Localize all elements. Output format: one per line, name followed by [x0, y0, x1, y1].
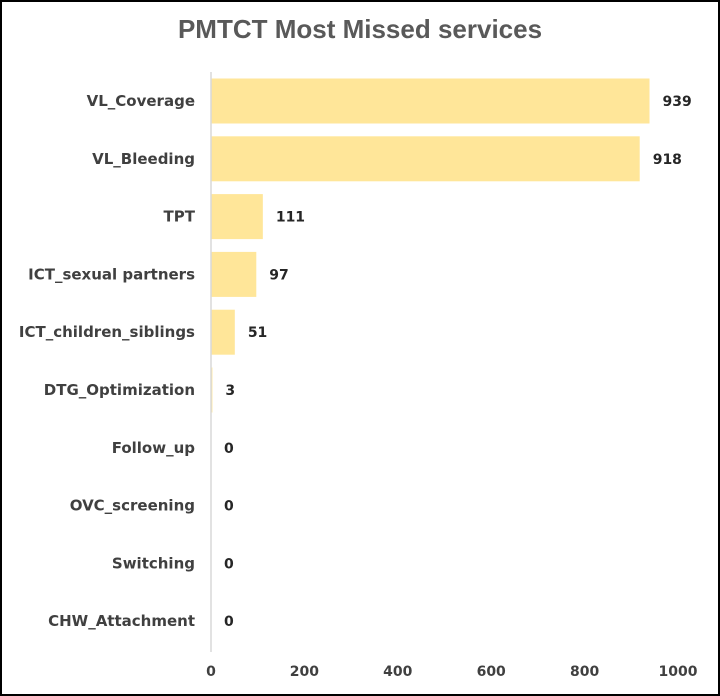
category-label: ICT_children_siblings: [19, 323, 195, 341]
bar-3: [211, 251, 257, 297]
category-label: DTG_Optimization: [44, 381, 195, 399]
category-labels: VL_Coverage VL_Bleeding TPT ICT_sexual part…: [19, 92, 196, 630]
x-tick-label: 800: [570, 664, 599, 680]
category-label: ICT_sexual partners: [28, 265, 195, 283]
chart-title: PMTCT Most Missed services: [177, 14, 543, 44]
category-label: VL_Coverage: [87, 92, 195, 110]
bars-group: [211, 78, 650, 413]
value-label: 0: [224, 556, 234, 572]
value-label: 918: [653, 152, 682, 168]
x-tick-label: 400: [383, 664, 412, 680]
value-label: 0: [224, 499, 234, 515]
category-label: Follow_up: [112, 439, 196, 457]
x-tick-label: 600: [477, 664, 506, 680]
bar-4: [211, 309, 235, 355]
category-label: CHW_Attachment: [48, 612, 195, 630]
x-tick-labels: 0 200 400 600 800 1000: [206, 664, 698, 680]
category-label: Switching: [112, 554, 195, 572]
value-label: 51: [248, 325, 267, 341]
x-tick-label: 0: [206, 664, 216, 680]
x-tick-label: 1000: [659, 664, 698, 680]
category-label: TPT: [164, 208, 196, 226]
x-tick-label: 200: [290, 664, 319, 680]
bar-0: [211, 78, 650, 124]
value-label: 0: [224, 614, 234, 630]
value-label: 939: [663, 94, 692, 110]
value-label: 97: [269, 267, 288, 283]
category-label: OVC_screening: [70, 497, 195, 515]
value-label: 3: [225, 383, 235, 399]
value-label: 111: [276, 210, 305, 226]
bar-1: [211, 136, 640, 182]
category-label: VL_Bleeding: [92, 150, 195, 168]
bar-2: [211, 194, 263, 240]
value-labels: 939 918 111 97 51 3 0 0 0 0: [224, 94, 692, 630]
value-label: 0: [224, 441, 234, 457]
